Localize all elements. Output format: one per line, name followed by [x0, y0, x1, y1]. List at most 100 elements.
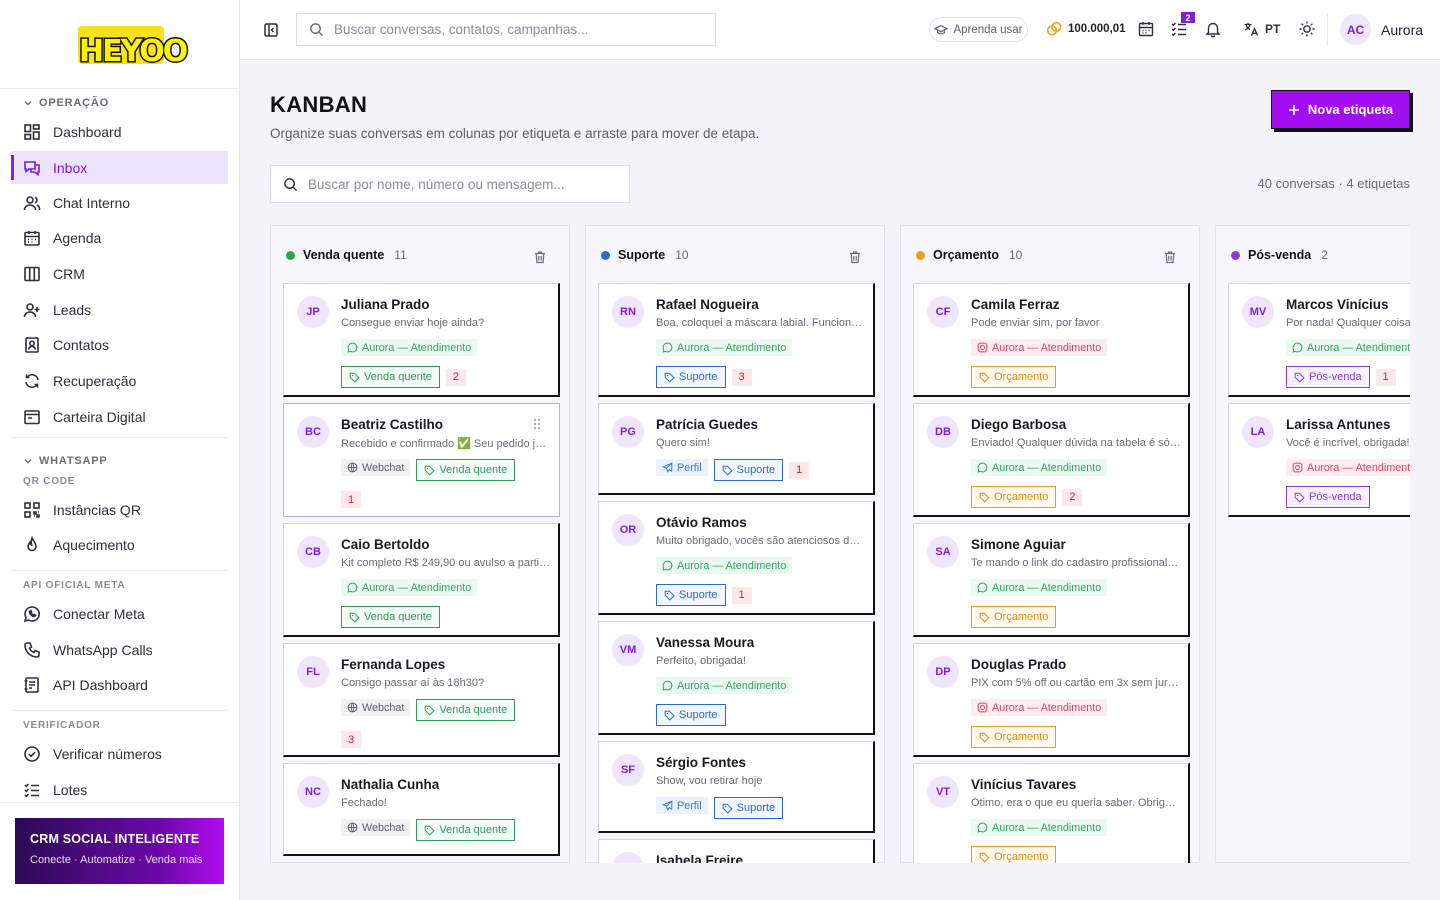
sidebar-item-instancias-qr[interactable]: Instâncias QR	[11, 493, 228, 526]
learn-button[interactable]: Aprenda usar	[929, 17, 1028, 42]
label-tag[interactable]: Suporte	[656, 584, 726, 606]
card-tags: Webchat Venda quente 3	[341, 699, 553, 748]
conversation-card[interactable]: FL Fernanda Lopes Consigo passar aí às 18h…	[283, 643, 560, 757]
contact-name: Patrícia Guedes	[656, 417, 759, 432]
conversation-card[interactable]: MV Marcos Vinícius Por nada! Qualquer cois…	[1228, 283, 1410, 397]
label-tag[interactable]: Orçamento	[971, 846, 1057, 863]
sidebar-item-verificar-numeros[interactable]: Verificar números	[11, 737, 228, 770]
heyoo-logo[interactable]: HEYOO	[76, 18, 190, 71]
label-tag[interactable]: Venda quente	[341, 366, 440, 388]
label-name: Suporte	[679, 371, 718, 383]
kanban-search[interactable]	[270, 165, 630, 203]
tag-icon	[425, 825, 436, 836]
conversation-card[interactable]: DP Douglas Prado PIX com 5% off ou cartão …	[913, 643, 1190, 757]
sidebar-toggle-icon[interactable]	[262, 21, 280, 39]
sidebar-item-carteira-digital[interactable]: Carteira Digital	[11, 400, 228, 433]
avatar: CB	[297, 536, 329, 568]
drag-handle-icon[interactable]	[533, 418, 541, 430]
card-tags: Aurora — Atendimento Venda quente 2	[341, 339, 553, 388]
sidebar-item-label: Contatos	[53, 336, 110, 353]
global-search[interactable]	[296, 13, 716, 46]
sidebar-item-whatsapp-calls[interactable]: WhatsApp Calls	[11, 633, 228, 666]
conversation-card[interactable]: PG Patrícia Guedes Quero sim! Perfil Suporte…	[598, 403, 875, 495]
main-content: KANBAN Organize suas conversas em coluna…	[240, 60, 1440, 900]
channel-badge: Aurora — Atendimento	[971, 459, 1108, 476]
label-tag[interactable]: Suporte	[713, 797, 784, 819]
conversation-card[interactable]: NC Nathalia Cunha Fechado! Webchat Venda que…	[283, 763, 560, 856]
sidebar-item-chat-interno[interactable]: Chat Interno	[11, 186, 228, 219]
conversation-card[interactable]: IF Isabela Freire	[598, 839, 875, 863]
card-tags: Aurora — Atendimento Pós-venda	[1286, 459, 1410, 508]
sidebar-item-recuperacao[interactable]: Recuperação	[11, 364, 228, 397]
sidebar-item-api-dashboard[interactable]: API Dashboard	[11, 668, 228, 701]
label-tag[interactable]: Venda quente	[341, 606, 440, 628]
conversation-card[interactable]: LA Larissa Antunes Você é incrível, obriga…	[1228, 403, 1410, 517]
sidebar-item-leads[interactable]: Leads	[11, 293, 228, 326]
sidebar-item-lotes[interactable]: Lotes	[11, 773, 228, 802]
label-tag[interactable]: Venda quente	[416, 699, 516, 721]
calendar-icon[interactable]	[1137, 20, 1155, 38]
avatar: VT	[927, 776, 959, 808]
conversation-card[interactable]: OR Otávio Ramos Muito obrigado, vocês são …	[598, 501, 875, 615]
sidebar-item-aquecimento[interactable]: Aquecimento	[11, 528, 228, 561]
conversation-card[interactable]: RN Rafael Nogueira Boa, coloquei a máscara…	[598, 283, 875, 397]
conversation-card[interactable]: VT Vinícius Tavares Ótimo, era o que eu qu…	[913, 763, 1190, 863]
conversation-card[interactable]: BC Beatriz Castilho Recebido e confirmado …	[283, 403, 560, 517]
sun-icon[interactable]	[1298, 20, 1316, 38]
tasks-icon[interactable]	[1170, 20, 1188, 38]
user-menu[interactable]: AC Aurora	[1340, 14, 1423, 45]
sidebar-item-crm[interactable]: CRM	[11, 257, 228, 290]
kanban-column[interactable]: Suporte 10 RN Rafael Nogueira Boa, coloquei …	[585, 225, 885, 863]
sidebar-item-contatos[interactable]: Contatos	[11, 328, 228, 361]
conversation-card[interactable]: VM Vanessa Moura Perfeito, obrigada! Aurora…	[598, 621, 875, 735]
sidebar-item-inbox[interactable]: Inbox	[11, 151, 228, 184]
users-icon	[23, 195, 41, 210]
conversation-card[interactable]: CB Caio Bertoldo Kit completo R$ 249,90 ou…	[283, 523, 560, 637]
bell-icon[interactable]	[1204, 20, 1222, 38]
sidebar-item-agenda[interactable]: Agenda	[11, 221, 228, 254]
label-tag[interactable]: Orçamento	[971, 366, 1057, 388]
last-message: PIX com 5% off ou cartão em 3x sem juros…	[971, 677, 1181, 689]
label-tag[interactable]: Orçamento	[971, 606, 1057, 628]
label-tag[interactable]: Orçamento	[971, 726, 1057, 748]
delete-column-icon[interactable]	[533, 250, 547, 264]
label-name: Suporte	[736, 464, 776, 476]
last-message: Te mando o link do cadastro profissional…	[971, 557, 1181, 569]
section-whatsapp-header[interactable]: WHATSAPP	[23, 455, 108, 467]
delete-column-icon[interactable]	[848, 250, 862, 264]
channel-badge: Aurora — Atendimento	[971, 339, 1108, 356]
section-operacao-header[interactable]: OPERAÇÃO	[23, 97, 109, 109]
sidebar-item-dashboard[interactable]: Dashboard	[11, 115, 228, 148]
channel-badge: Webchat	[341, 699, 411, 716]
card-tags: Aurora — Atendimento Pós-venda 1	[1286, 339, 1410, 388]
kanban-column[interactable]: Orçamento 10 CF Camila Ferraz Pode enviar si…	[900, 225, 1200, 863]
global-search-input[interactable]	[334, 22, 694, 37]
kanban-search-input[interactable]	[308, 176, 608, 192]
conversation-card[interactable]: DB Diego Barbosa Enviado! Qualquer dúvida …	[913, 403, 1190, 517]
kanban-column[interactable]: Pós-venda 2 MV Marcos Vinícius Por nada! Qua…	[1215, 225, 1410, 863]
channel-name: Aurora — Atendimento	[677, 559, 787, 572]
delete-column-icon[interactable]	[1163, 250, 1177, 264]
label-tag[interactable]: Suporte	[656, 366, 726, 388]
label-tag[interactable]: Suporte	[656, 704, 726, 726]
conversation-card[interactable]: SF Sérgio Fontes Show, vou retirar hoje Per…	[598, 741, 875, 833]
label-tag[interactable]: Orçamento	[971, 486, 1057, 508]
label-tag[interactable]: Venda quente	[416, 459, 516, 481]
whatsapp-icon	[977, 822, 988, 833]
language-switch[interactable]: PT	[1243, 21, 1280, 37]
conversation-card[interactable]: JP Juliana Prado Consegue enviar hoje aind…	[283, 283, 560, 397]
label-tag[interactable]: Venda quente	[416, 819, 516, 841]
channel-badge: Aurora — Atendimento	[341, 339, 478, 356]
promo-banner[interactable]: CRM SOCIAL INTELIGENTE Conecte · Automat…	[15, 818, 224, 884]
new-label-button[interactable]: Nova etiqueta	[1271, 90, 1410, 129]
sidebar-item-conectar-meta[interactable]: Conectar Meta	[11, 597, 228, 630]
credits-balance[interactable]: 100.000,01	[1046, 21, 1126, 37]
kanban-column[interactable]: Venda quente 11 JP Juliana Prado Consegue en…	[270, 225, 570, 863]
channel-badge: Aurora — Atendimento	[1286, 339, 1410, 356]
conversation-card[interactable]: SA Simone Aguiar Te mando o link do cadast…	[913, 523, 1190, 637]
conversation-card[interactable]: CF Camila Ferraz Pode enviar sim, por favo…	[913, 283, 1190, 397]
label-tag[interactable]: Pós-venda	[1286, 366, 1370, 388]
label-tag[interactable]: Suporte	[713, 459, 784, 481]
label-tag[interactable]: Pós-venda	[1286, 486, 1370, 508]
avatar: CF	[927, 296, 959, 328]
